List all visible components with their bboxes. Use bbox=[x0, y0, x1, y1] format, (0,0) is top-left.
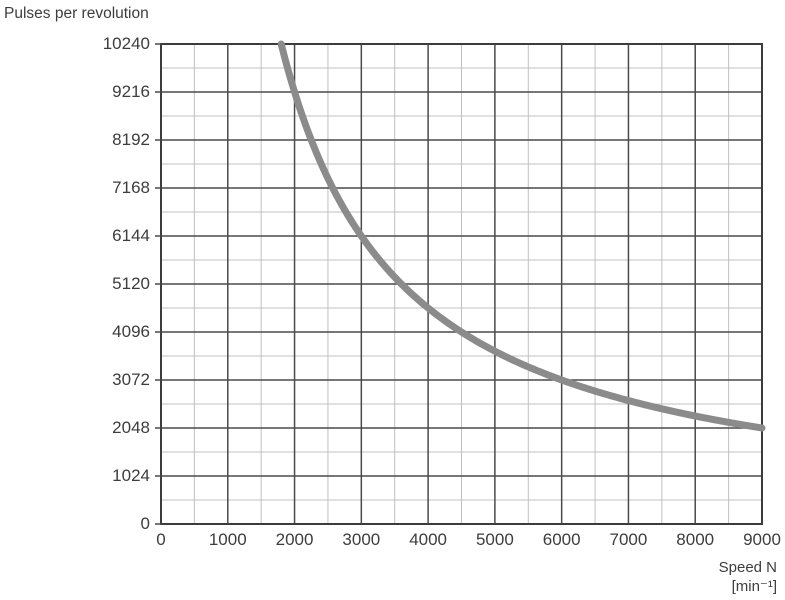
y-tick-label: 10240 bbox=[102, 34, 150, 53]
x-tick-label: 9000 bbox=[743, 530, 781, 549]
x-tick-label: 3000 bbox=[342, 530, 381, 549]
y-tick-label: 2048 bbox=[112, 418, 150, 437]
x-tick-label: 8000 bbox=[676, 530, 715, 549]
data-curve bbox=[277, 40, 766, 432]
y-tick-label: 1024 bbox=[112, 466, 150, 485]
x-tick-label: 6000 bbox=[542, 530, 581, 549]
chart-title: Pulses per revolution bbox=[4, 5, 149, 22]
y-tick-label: 3072 bbox=[112, 370, 150, 389]
x-axis-title-unit: [min⁻¹] bbox=[731, 578, 777, 595]
x-tick-label: 2000 bbox=[275, 530, 314, 549]
x-tick-label: 5000 bbox=[475, 530, 514, 549]
x-axis-title: Speed N [min⁻¹] bbox=[719, 558, 777, 596]
x-tick-label: 0 bbox=[156, 530, 166, 549]
y-tick-label: 7168 bbox=[112, 178, 150, 197]
x-tick-label: 1000 bbox=[208, 530, 247, 549]
y-tick-label: 5120 bbox=[112, 274, 150, 293]
y-tick-label: 9216 bbox=[112, 82, 150, 101]
y-tick-label: 4096 bbox=[112, 322, 150, 341]
x-axis-title-text: Speed N bbox=[718, 559, 777, 576]
x-tick-label: 7000 bbox=[609, 530, 648, 549]
x-tick-label: 4000 bbox=[409, 530, 448, 549]
y-tick-label: 8192 bbox=[112, 130, 150, 149]
y-tick-label: 6144 bbox=[112, 226, 150, 245]
y-tick-label: 0 bbox=[140, 514, 150, 533]
